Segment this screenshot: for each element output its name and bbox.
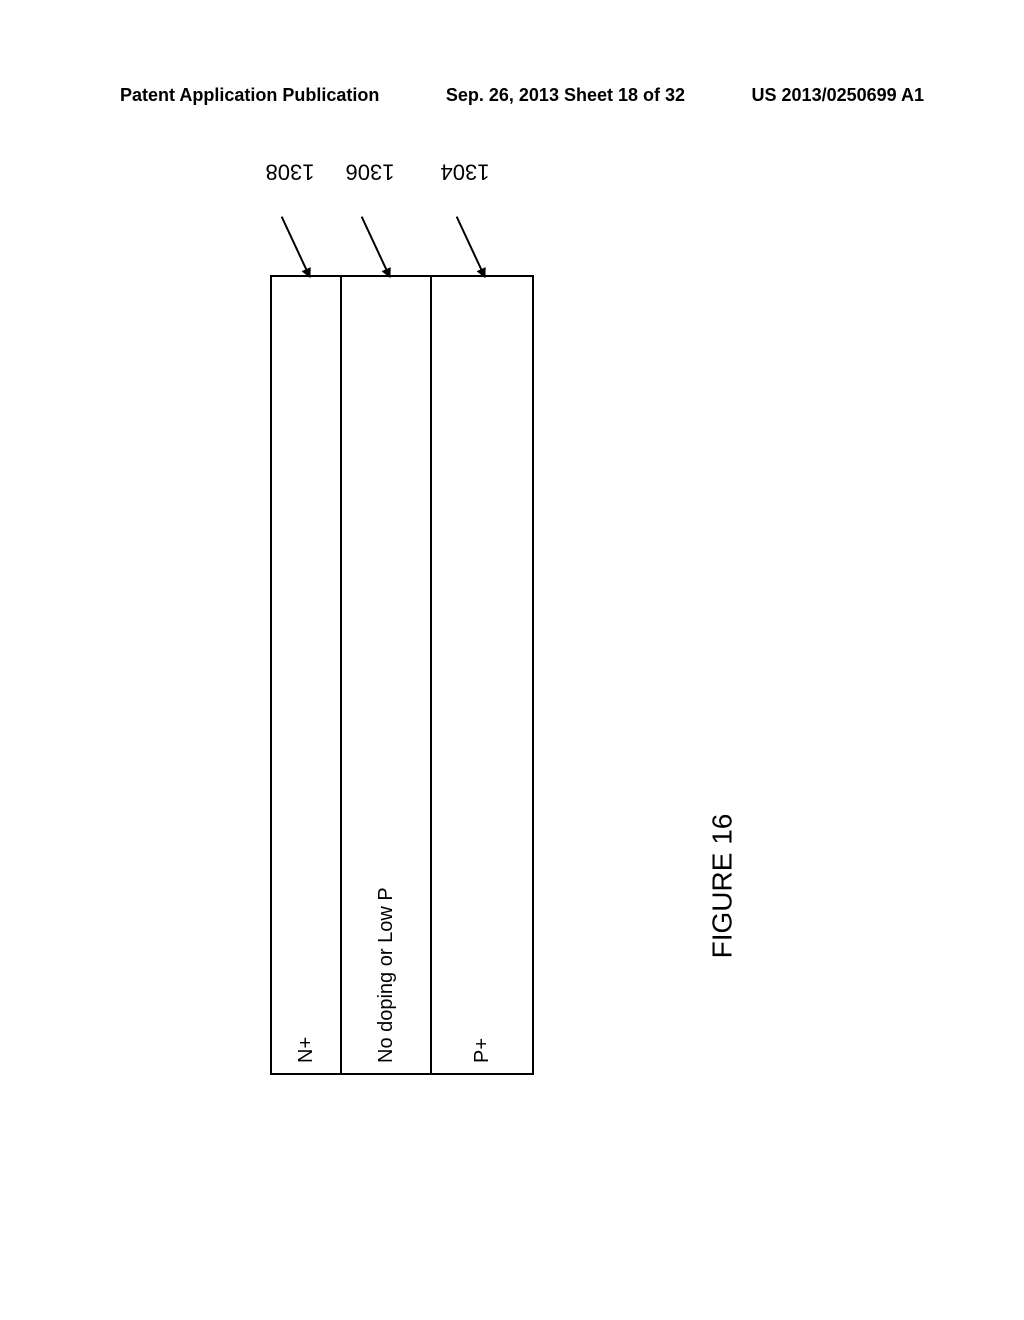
page-header: Patent Application Publication Sep. 26, … (0, 85, 1024, 106)
layer-n-plus: N+1308 (272, 277, 342, 1073)
layer-n-plus-leader (281, 216, 308, 271)
layer-p-plus-callout: 1304 (441, 158, 490, 184)
header-middle: Sep. 26, 2013 Sheet 18 of 32 (446, 85, 685, 106)
layer-p-plus-label: P+ (471, 1038, 494, 1063)
layer-undoped-leader (361, 216, 388, 271)
layer-p-plus: P+1304 (432, 277, 532, 1073)
layer-stack: N+1308No doping or Low P1306P+1304 (270, 275, 534, 1075)
layer-n-plus-label: N+ (295, 1037, 318, 1063)
layer-undoped-label: No doping or Low P (375, 887, 398, 1063)
diagram-container: N+1308No doping or Low P1306P+1304 (270, 275, 530, 1075)
layer-p-plus-leader (456, 216, 483, 271)
figure-caption: FIGURE 16 (706, 814, 738, 959)
figure-caption-text: FIGURE 16 (706, 814, 737, 959)
layer-undoped-callout: 1306 (346, 158, 395, 184)
layer-undoped: No doping or Low P1306 (342, 277, 432, 1073)
layer-n-plus-callout: 1308 (266, 158, 315, 184)
header-right: US 2013/0250699 A1 (752, 85, 924, 106)
header-left: Patent Application Publication (120, 85, 379, 106)
